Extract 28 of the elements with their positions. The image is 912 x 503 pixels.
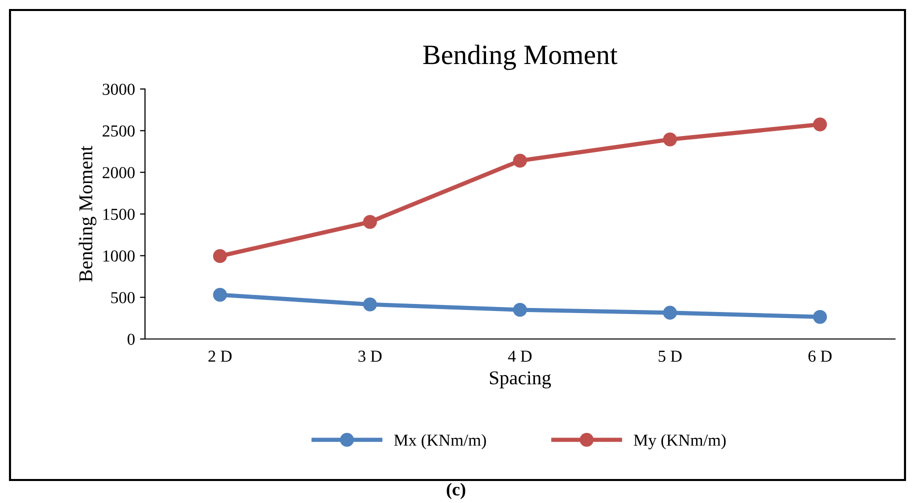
point bbox=[363, 214, 377, 229]
y-tick-label: 3000 bbox=[102, 84, 135, 95]
x-axis-title: Spacing bbox=[490, 371, 551, 388]
y-tick-label: 2000 bbox=[102, 167, 135, 178]
point bbox=[213, 249, 227, 264]
point bbox=[213, 288, 227, 302]
point bbox=[813, 117, 827, 132]
point bbox=[813, 310, 827, 324]
y-axis-title: Bending Moment bbox=[78, 146, 96, 282]
legend-label: My (KNm/m) bbox=[634, 434, 726, 450]
y-tick-label: 500 bbox=[111, 292, 135, 304]
y-tick-label: 2500 bbox=[102, 125, 135, 137]
point bbox=[363, 297, 377, 312]
x-tick-label: 2 D bbox=[208, 350, 232, 362]
x-tick-label: 5 D bbox=[658, 350, 682, 362]
text: (c) bbox=[446, 482, 466, 500]
x-tick-label: 3 D bbox=[358, 350, 382, 362]
y-tick-label: 1000 bbox=[103, 250, 135, 262]
x-tick-label: 4 D bbox=[508, 350, 532, 362]
x-tick-label: 6 D bbox=[808, 350, 832, 362]
legend-label: Mx (KNm/m) bbox=[394, 434, 486, 450]
point bbox=[663, 306, 677, 320]
y-tick-label: 0 bbox=[128, 334, 135, 345]
point bbox=[513, 302, 527, 317]
chart-title: Bending Moment bbox=[423, 44, 618, 70]
point bbox=[663, 132, 677, 146]
point bbox=[513, 154, 527, 168]
y-tick-label: 1500 bbox=[103, 208, 135, 220]
